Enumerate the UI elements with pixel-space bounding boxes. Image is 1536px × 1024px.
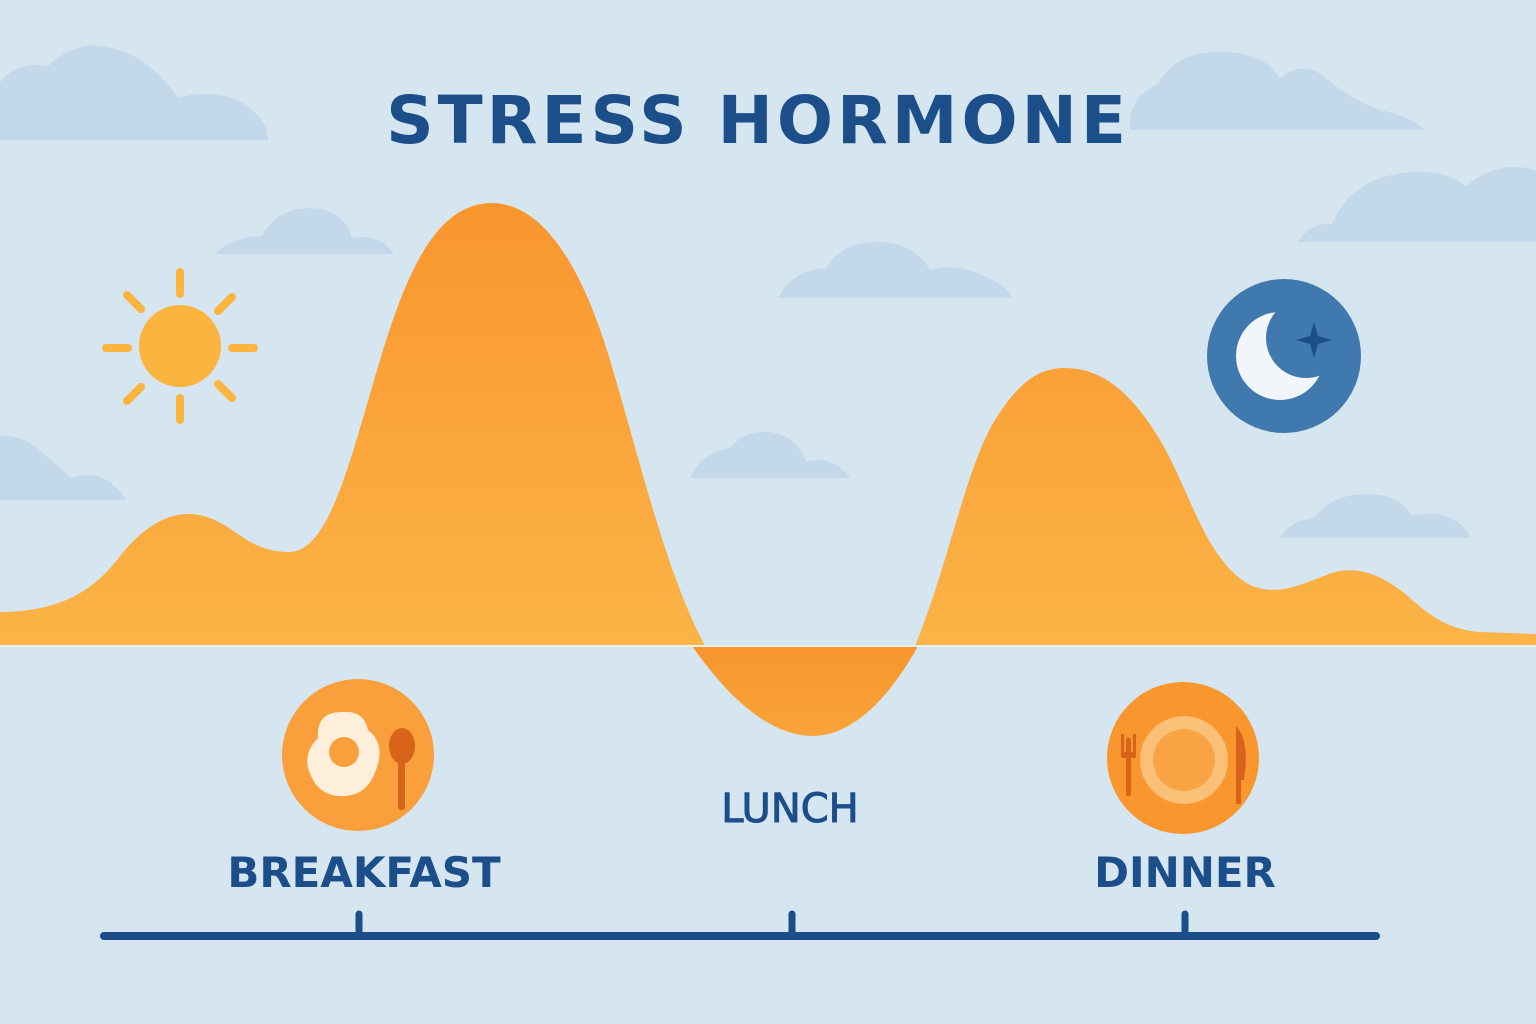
plate-fork-knife-icon — [1107, 682, 1259, 834]
cloud-lower-right — [1280, 493, 1470, 538]
cloud-lower-left — [0, 435, 126, 500]
dinner-label: DINNER — [1094, 848, 1276, 897]
cloud-top-right — [1129, 51, 1425, 130]
hormone-dip-area — [692, 646, 918, 736]
hormone-curve-area — [0, 202, 1536, 646]
cloud-right — [1298, 166, 1536, 242]
cloud-mid-left — [215, 208, 394, 254]
cloud-lower-center — [690, 431, 850, 478]
sun-icon — [102, 268, 258, 424]
background-clouds — [0, 45, 1536, 538]
cloud-top-left — [0, 45, 268, 140]
breakfast-label: BREAKFAST — [227, 848, 501, 897]
cloud-center — [778, 241, 1012, 298]
time-axis — [100, 910, 1380, 940]
egg-and-spoon-icon — [282, 679, 434, 831]
star-icon — [1296, 322, 1332, 358]
diagram-title: STRESS HORMONE — [386, 82, 1130, 159]
moon-icon — [1207, 279, 1361, 433]
lunch-label: LUNCH — [721, 786, 860, 833]
